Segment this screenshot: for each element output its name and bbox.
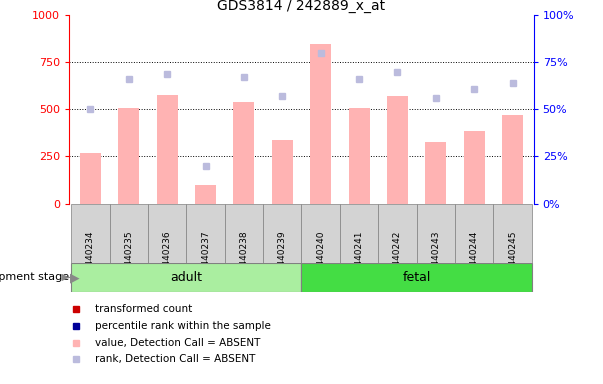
Bar [71, 263, 302, 292]
Bar [148, 204, 186, 263]
Bar [387, 96, 408, 204]
Bar [80, 153, 101, 204]
Text: GSM440242: GSM440242 [393, 230, 402, 285]
Text: GSM440239: GSM440239 [278, 230, 287, 285]
Bar [71, 204, 110, 263]
Text: GSM440243: GSM440243 [431, 230, 440, 285]
Bar [225, 204, 263, 263]
Text: value, Detection Call = ABSENT: value, Detection Call = ABSENT [95, 338, 260, 348]
Bar [263, 204, 302, 263]
Bar [310, 44, 331, 204]
Bar [464, 131, 485, 204]
Text: development stage: development stage [0, 272, 69, 283]
Bar [340, 204, 378, 263]
Text: GSM440244: GSM440244 [470, 230, 479, 285]
Text: GSM440237: GSM440237 [201, 230, 210, 285]
Bar [493, 204, 532, 263]
Bar [272, 139, 293, 204]
Text: fetal: fetal [402, 271, 431, 284]
Text: GSM440238: GSM440238 [239, 230, 248, 285]
Bar [302, 263, 532, 292]
Text: transformed count: transformed count [95, 304, 192, 314]
Bar [195, 185, 216, 204]
Text: GSM440245: GSM440245 [508, 230, 517, 285]
Bar [233, 102, 254, 204]
Bar [157, 95, 178, 204]
Text: GSM440241: GSM440241 [355, 230, 364, 285]
Bar [417, 204, 455, 263]
Bar [302, 204, 340, 263]
Bar [186, 204, 225, 263]
Bar [455, 204, 493, 263]
Bar [349, 109, 370, 204]
Text: GSM440234: GSM440234 [86, 230, 95, 285]
Bar [110, 204, 148, 263]
Title: GDS3814 / 242889_x_at: GDS3814 / 242889_x_at [218, 0, 385, 13]
Text: GSM440236: GSM440236 [163, 230, 172, 285]
Bar [378, 204, 417, 263]
Text: ▶: ▶ [69, 271, 79, 284]
Text: GSM440235: GSM440235 [124, 230, 133, 285]
Text: rank, Detection Call = ABSENT: rank, Detection Call = ABSENT [95, 354, 256, 364]
Text: GSM440240: GSM440240 [316, 230, 325, 285]
Text: percentile rank within the sample: percentile rank within the sample [95, 321, 271, 331]
Bar [425, 142, 446, 204]
Text: adult: adult [171, 271, 203, 284]
Bar [502, 115, 523, 204]
Bar [118, 108, 139, 204]
